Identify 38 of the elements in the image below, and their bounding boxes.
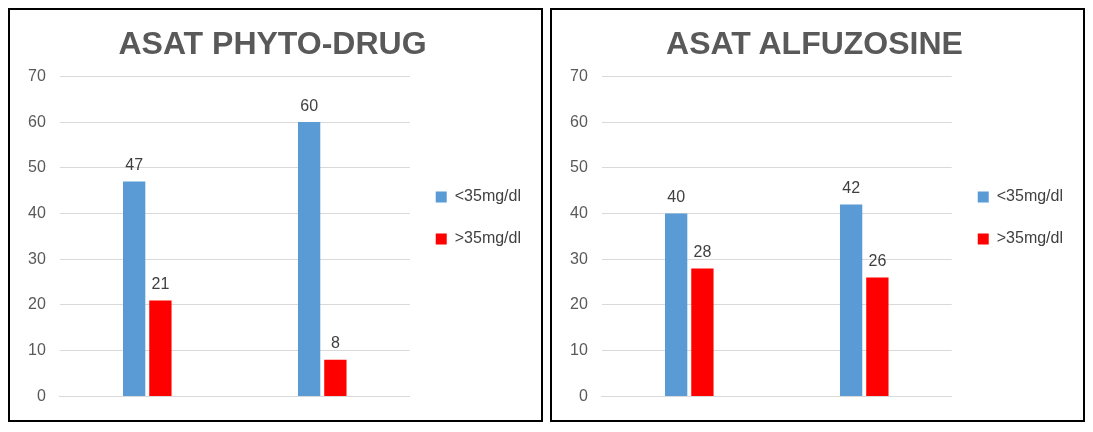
y-tick-label: 60 <box>28 112 46 130</box>
data-label: 42 <box>842 178 861 196</box>
y-tick-label: 30 <box>28 249 46 267</box>
y-tick-label: 40 <box>570 203 588 221</box>
data-label: 60 <box>300 96 319 114</box>
data-label: 8 <box>330 334 340 352</box>
data-label: 47 <box>125 155 144 173</box>
y-tick-label: 50 <box>570 158 588 176</box>
bar <box>123 181 146 396</box>
chart-title: ASAT PHYTO-DRUG <box>118 25 427 62</box>
y-tick-label: 70 <box>28 66 46 84</box>
data-label: 28 <box>693 242 712 260</box>
y-tick-label: 40 <box>28 203 46 221</box>
bar <box>297 122 321 396</box>
y-tick-label: 0 <box>578 386 588 404</box>
data-label: 21 <box>151 274 170 292</box>
legend-label: <35mg/dl <box>996 187 1063 205</box>
bar <box>866 277 889 396</box>
y-tick-label: 20 <box>28 295 46 313</box>
y-tick-label: 10 <box>28 341 46 359</box>
data-label: 26 <box>868 251 887 269</box>
legend-label: >35mg/dl <box>454 229 521 247</box>
chart-title: ASAT ALFUZOSINE <box>666 25 963 62</box>
y-tick-label: 0 <box>36 386 46 404</box>
y-tick-label: 50 <box>28 158 46 176</box>
legend-label: <35mg/dl <box>454 187 521 205</box>
y-tick-label: 70 <box>570 66 588 84</box>
bar <box>839 204 863 396</box>
y-tick-label: 60 <box>570 112 588 130</box>
y-tick-label: 20 <box>570 295 588 313</box>
bar <box>665 213 688 396</box>
legend-label: >35mg/dl <box>996 229 1063 247</box>
bar <box>691 268 714 396</box>
bar <box>149 300 172 396</box>
bar <box>324 359 347 396</box>
data-label: 40 <box>667 187 686 205</box>
y-tick-label: 10 <box>570 341 588 359</box>
y-tick-label: 30 <box>570 249 588 267</box>
